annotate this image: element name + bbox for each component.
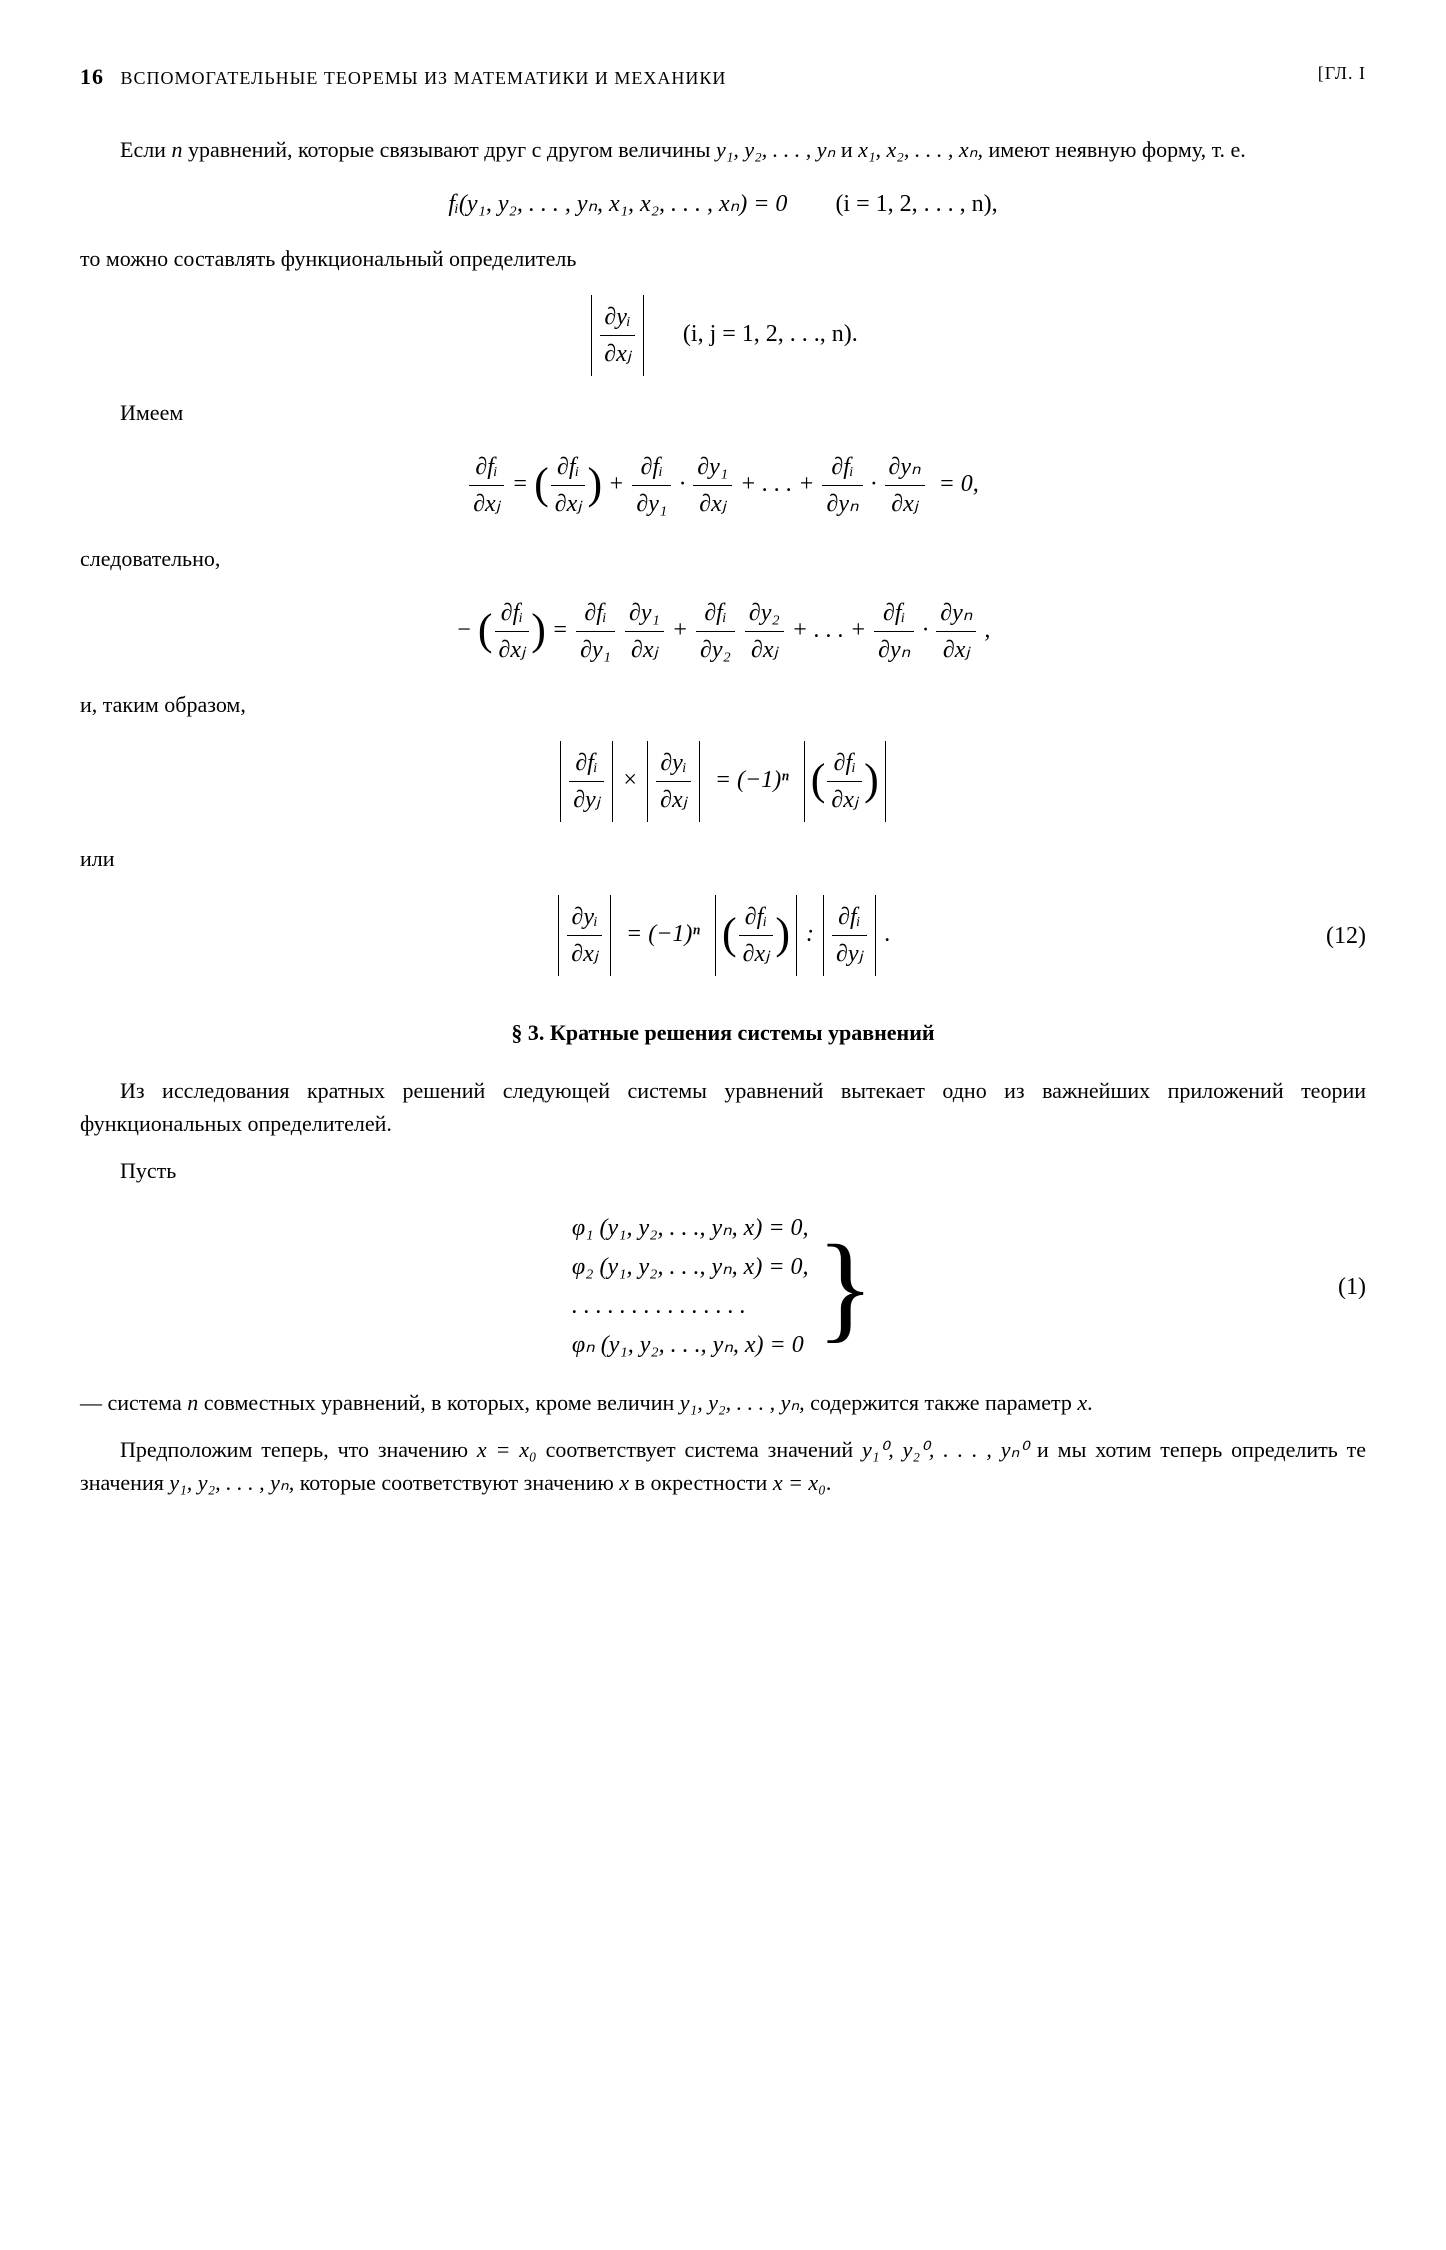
running-head-text: ВСПОМОГАТЕЛЬНЫЕ ТЕОРЕМЫ ИЗ МАТЕМАТИКИ И … (121, 68, 727, 88)
page-number: 16 (80, 64, 104, 89)
equation-system-one: φ₁ (y₁, y₂, . . ., yₙ, x) = 0, φ₂ (y₁, y… (80, 1207, 1366, 1366)
paragraph-system-description: — система n совместных уравнений, в кото… (80, 1386, 1366, 1419)
equation-number-one: (1) (1338, 1269, 1366, 1305)
equation-det-product: ∂fᵢ∂yⱼ × ∂yᵢ∂xⱼ = (−1)ⁿ (∂fᵢ∂xⱼ) (80, 741, 1366, 822)
section-title: § 3. Кратные решения системы уравнений (80, 1016, 1366, 1049)
chapter-tag: [ГЛ. I (1318, 60, 1366, 93)
equation-twelve: ∂yᵢ∂xⱼ = (−1)ⁿ (∂fᵢ∂xⱼ) : ∂fᵢ∂yⱼ . (12) (80, 895, 1366, 976)
paragraph-therefore: следовательно, (80, 542, 1366, 575)
equation-jacobian-det: ∂yᵢ∂xⱼ (i, j = 1, 2, . . ., n). (80, 295, 1366, 376)
equation-number-twelve: (12) (1326, 918, 1366, 954)
paragraph-then-determinant: то можно составлять функциональный опред… (80, 242, 1366, 275)
equation-implicit-system: fᵢ(y₁, y₂, . . . , yₙ, x₁, x₂, . . . , x… (80, 186, 1366, 222)
paragraph-suppose: Предположим теперь, что значению x = x₀ … (80, 1433, 1366, 1499)
equation-expanded-negative: − (∂fᵢ∂xⱼ) = ∂fᵢ∂y₁ ∂y₁∂xⱼ + ∂fᵢ∂y₂ ∂y₂∂… (80, 595, 1366, 668)
paragraph-section-intro: Из исследования кратных решений следующе… (80, 1074, 1366, 1140)
paragraph-thus: и, таким образом, (80, 688, 1366, 721)
running-header: 16 ВСПОМОГАТЕЛЬНЫЕ ТЕОРЕМЫ ИЗ МАТЕМАТИКИ… (80, 60, 1366, 93)
paragraph-we-have: Имеем (80, 396, 1366, 429)
paragraph-or: или (80, 842, 1366, 875)
paragraph-let: Пусть (80, 1154, 1366, 1187)
equation-chain-rule: ∂fᵢ∂xⱼ = (∂fᵢ∂xⱼ) + ∂fᵢ∂y₁ · ∂y₁∂xⱼ + . … (80, 449, 1366, 522)
paragraph-intro: Если n уравнений, которые связывают друг… (80, 133, 1366, 166)
